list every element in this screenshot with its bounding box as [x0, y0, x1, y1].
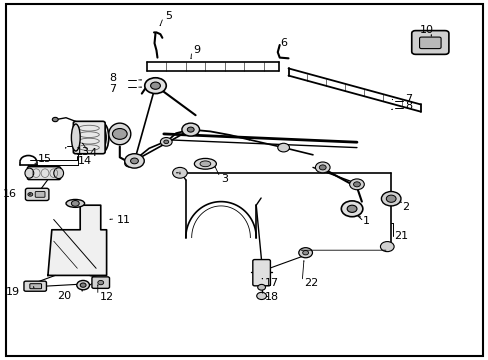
Text: 21: 21 [393, 231, 407, 241]
Ellipse shape [66, 199, 84, 207]
Ellipse shape [194, 158, 216, 169]
Text: 2: 2 [402, 202, 409, 212]
Circle shape [353, 182, 360, 187]
Text: 5: 5 [165, 11, 172, 21]
Circle shape [187, 127, 194, 132]
Circle shape [71, 201, 79, 206]
Circle shape [80, 283, 86, 287]
Circle shape [112, 129, 127, 139]
Text: 17: 17 [264, 278, 279, 288]
Ellipse shape [99, 128, 106, 148]
Circle shape [163, 140, 168, 144]
Text: 15: 15 [38, 154, 52, 164]
Text: 8: 8 [108, 73, 116, 83]
Circle shape [144, 78, 166, 94]
Circle shape [28, 193, 33, 196]
Text: 19: 19 [5, 287, 20, 297]
Circle shape [182, 123, 199, 136]
Text: 18: 18 [264, 292, 279, 302]
FancyBboxPatch shape [35, 192, 45, 197]
Circle shape [257, 284, 265, 290]
Polygon shape [48, 205, 106, 275]
Circle shape [302, 251, 308, 255]
Text: 12: 12 [100, 292, 114, 302]
FancyBboxPatch shape [252, 260, 270, 286]
Ellipse shape [96, 123, 108, 152]
FancyBboxPatch shape [25, 188, 49, 201]
FancyBboxPatch shape [411, 31, 448, 54]
Text: 7: 7 [108, 84, 116, 94]
Text: 20: 20 [57, 291, 71, 301]
Text: 16: 16 [3, 189, 17, 199]
Text: 11: 11 [116, 215, 130, 225]
Circle shape [386, 195, 395, 202]
Text: 4: 4 [89, 148, 97, 158]
Text: 6: 6 [280, 38, 287, 48]
Circle shape [77, 280, 89, 290]
FancyBboxPatch shape [30, 284, 41, 289]
FancyBboxPatch shape [24, 281, 46, 291]
Text: 14: 14 [78, 156, 92, 166]
Circle shape [98, 280, 103, 285]
Text: 1: 1 [363, 216, 369, 226]
FancyBboxPatch shape [27, 167, 61, 180]
FancyBboxPatch shape [92, 277, 109, 288]
Text: 22: 22 [304, 278, 318, 288]
Circle shape [130, 158, 138, 164]
Text: 9: 9 [193, 45, 201, 55]
Circle shape [380, 242, 393, 252]
Circle shape [315, 162, 329, 173]
Circle shape [124, 154, 144, 168]
Text: 10: 10 [419, 24, 433, 35]
Circle shape [256, 292, 266, 300]
Ellipse shape [25, 168, 34, 178]
Ellipse shape [108, 123, 130, 145]
Circle shape [298, 248, 312, 258]
Circle shape [346, 205, 356, 212]
Circle shape [349, 179, 364, 190]
FancyBboxPatch shape [419, 37, 440, 49]
Circle shape [341, 201, 362, 217]
Circle shape [160, 138, 172, 146]
Circle shape [124, 160, 134, 167]
Ellipse shape [71, 124, 80, 151]
Circle shape [52, 117, 58, 122]
Text: 7: 7 [404, 94, 411, 104]
Ellipse shape [200, 161, 210, 167]
Circle shape [277, 143, 289, 152]
Ellipse shape [54, 168, 63, 179]
Text: 3: 3 [221, 174, 227, 184]
Circle shape [319, 165, 325, 170]
Circle shape [381, 192, 400, 206]
Circle shape [172, 167, 187, 178]
Circle shape [25, 170, 31, 174]
Text: 8: 8 [404, 101, 411, 111]
Circle shape [150, 82, 160, 89]
Text: 13: 13 [76, 147, 90, 157]
FancyBboxPatch shape [73, 121, 105, 154]
